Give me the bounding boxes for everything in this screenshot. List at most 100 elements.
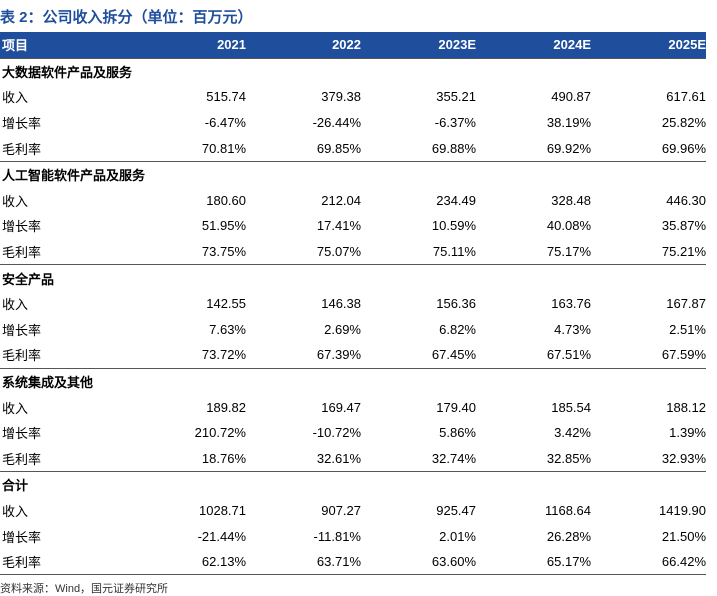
- cell: 51.95%: [201, 218, 246, 234]
- cell: 66.42%: [591, 548, 706, 576]
- section-row: 合计: [0, 471, 706, 498]
- data-row: 收入 1028.71 907.27 925.47 1168.64 1419.90: [0, 498, 706, 524]
- section-name: 合计: [0, 471, 706, 498]
- cell: 75.07%: [316, 244, 361, 260]
- cell: 70.81%: [201, 140, 246, 156]
- cell: 167.87: [666, 296, 706, 312]
- cell: 32.85%: [546, 450, 591, 466]
- cell: 18.76%: [201, 450, 246, 466]
- data-row: 毛利率 73.75% 75.07% 75.11% 75.17% 75.21%: [0, 239, 706, 265]
- cell: 75.17%: [546, 244, 591, 260]
- cell: 180.60: [206, 192, 246, 208]
- row-label: 增长率: [2, 529, 42, 545]
- cell: -10.72%: [312, 425, 361, 441]
- cell: 2.01%: [439, 528, 476, 544]
- section-name: 系统集成及其他: [0, 367, 706, 395]
- cell: 3.42%: [554, 425, 591, 441]
- cell: 1419.90: [659, 502, 706, 518]
- cell: 69.96%: [661, 140, 706, 156]
- cell: 67.45%: [431, 347, 476, 363]
- cell: 189.82: [206, 399, 246, 415]
- cell: 38.19%: [546, 115, 591, 131]
- cell: 328.48: [551, 192, 591, 208]
- header-cell: 2024E: [476, 32, 591, 59]
- cell: 6.82%: [439, 321, 476, 337]
- cell: 67.59%: [661, 347, 706, 363]
- cell: 446.30: [666, 192, 706, 208]
- cell: 1.39%: [669, 425, 706, 441]
- cell: 185.54: [551, 399, 591, 415]
- cell: 32.61%: [316, 450, 361, 466]
- header-cell: 2023E: [361, 32, 476, 59]
- cell: -6.47%: [204, 115, 246, 131]
- section-row: 系统集成及其他: [0, 367, 706, 395]
- revenue-table: 项目 2021 2022 2023E 2024E 2025E 大数据软件产品及服务 收入 51…: [0, 32, 706, 576]
- cell: 515.74: [206, 89, 246, 105]
- data-row: 毛利率 18.76% 32.61% 32.74% 32.85% 32.93%: [0, 446, 706, 472]
- cell: 146.38: [321, 296, 361, 312]
- data-row: 毛利率 70.81% 69.85% 69.88% 69.92% 69.96%: [0, 135, 706, 161]
- cell: 17.41%: [316, 218, 361, 234]
- header-cell: 2022: [246, 32, 361, 59]
- cell: 63.60%: [361, 548, 476, 576]
- cell: 67.39%: [316, 347, 361, 363]
- source-note: 资料来源：Wind，国元证券研究所: [0, 583, 169, 595]
- cell: 490.87: [551, 89, 591, 105]
- cell: -11.81%: [313, 528, 361, 544]
- cell: 2.51%: [669, 321, 706, 337]
- row-label: 增长率: [2, 219, 42, 235]
- cell: 617.61: [666, 89, 706, 105]
- row-label: 增长率: [2, 322, 42, 338]
- cell: 179.40: [436, 399, 476, 415]
- cell: -6.37%: [434, 115, 476, 131]
- cell: 925.47: [436, 502, 476, 518]
- cell: 156.36: [436, 296, 476, 312]
- cell: 163.76: [551, 296, 591, 312]
- cell: 1168.64: [544, 502, 591, 518]
- cell: 67.51%: [546, 347, 591, 363]
- cell: 4.73%: [554, 321, 591, 337]
- cell: -26.44%: [312, 115, 361, 131]
- cell: 210.72%: [194, 425, 246, 441]
- row-label: 收入: [2, 90, 29, 106]
- cell: 10.59%: [431, 218, 476, 234]
- cell: 907.27: [321, 502, 361, 518]
- cell: 234.49: [436, 192, 476, 208]
- cell: 2.69%: [324, 321, 361, 337]
- row-label: 收入: [2, 193, 29, 209]
- data-row: 增长率 -21.44% -11.81% 2.01% 26.28% 21.50%: [0, 523, 706, 549]
- row-label: 毛利率: [2, 141, 42, 157]
- cell: 25.82%: [661, 115, 706, 131]
- data-row: 增长率 51.95% 17.41% 10.59% 40.08% 35.87%: [0, 213, 706, 239]
- cell: 7.63%: [209, 321, 246, 337]
- cell: 35.87%: [661, 218, 706, 234]
- section-name: 大数据软件产品及服务: [0, 57, 706, 85]
- row-label: 毛利率: [2, 348, 42, 364]
- cell: 75.21%: [661, 244, 706, 260]
- header-cell: 2025E: [591, 32, 706, 59]
- section-row: 大数据软件产品及服务: [0, 57, 706, 85]
- cell: 69.88%: [431, 140, 476, 156]
- section-name: 人工智能软件产品及服务: [0, 160, 706, 188]
- cell: 21.50%: [661, 528, 706, 544]
- cell: 212.04: [321, 192, 361, 208]
- cell: 355.21: [436, 89, 476, 105]
- data-row: 增长率 7.63% 2.69% 6.82% 4.73% 2.51%: [0, 317, 706, 343]
- cell: 379.38: [321, 89, 361, 105]
- cell: 188.12: [666, 399, 706, 415]
- cell: 69.92%: [546, 140, 591, 156]
- cell: 169.47: [321, 399, 361, 415]
- cell: 73.72%: [201, 347, 246, 363]
- data-row: 增长率 210.72% -10.72% 5.86% 3.42% 1.39%: [0, 420, 706, 446]
- cell: 5.86%: [439, 425, 476, 441]
- cell: 1028.71: [199, 502, 246, 518]
- data-row: 毛利率 73.72% 67.39% 67.45% 67.51% 67.59%: [0, 342, 706, 368]
- data-row: 收入 189.82 169.47 179.40 185.54 188.12: [0, 394, 706, 420]
- header-cell: 项目: [0, 32, 131, 59]
- cell: 75.11%: [432, 244, 476, 260]
- row-label: 毛利率: [0, 548, 131, 576]
- section-row: 安全产品: [0, 264, 706, 291]
- section-row: 人工智能软件产品及服务: [0, 160, 706, 188]
- table-title: 表 2：公司收入拆分（单位：百万元）: [0, 9, 253, 26]
- data-row: 收入 142.55 146.38 156.36 163.76 167.87: [0, 291, 706, 317]
